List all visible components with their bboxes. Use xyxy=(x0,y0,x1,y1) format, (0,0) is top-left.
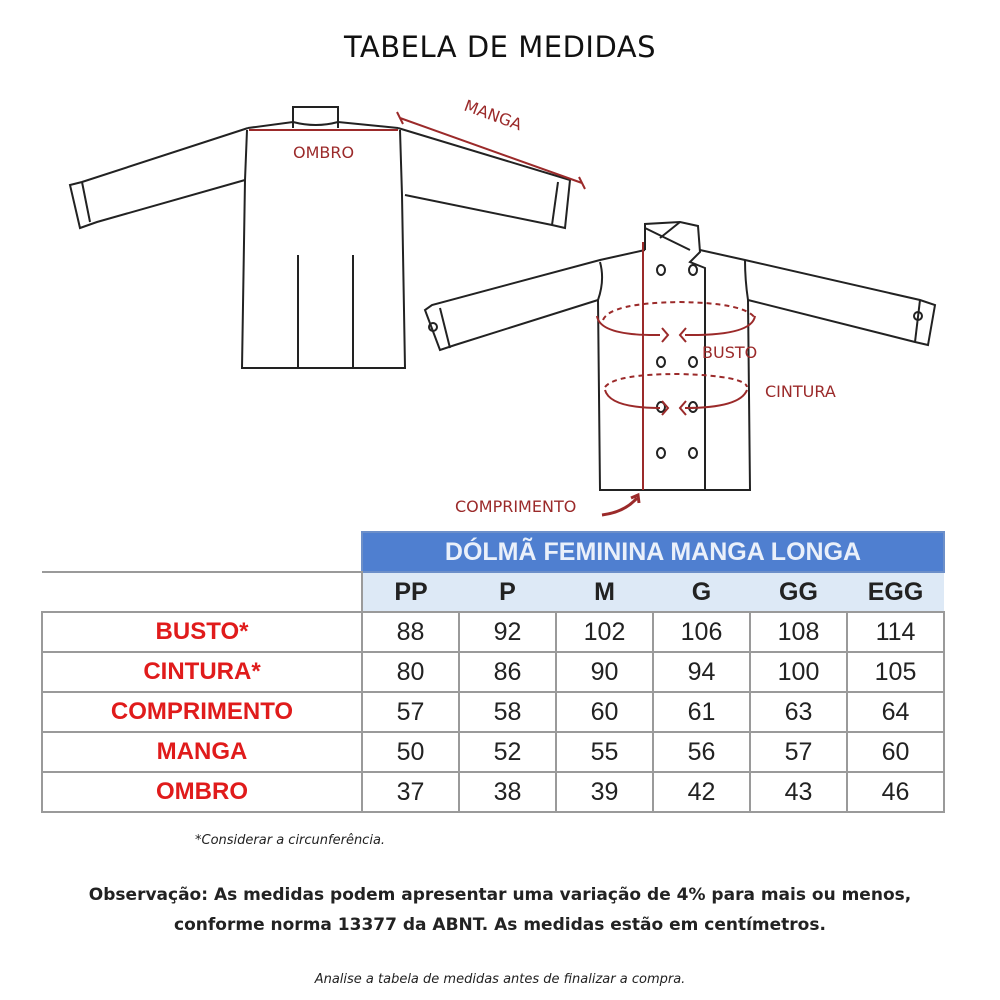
busto-label: BUSTO xyxy=(702,343,757,362)
table-cell: 52 xyxy=(458,731,557,773)
table-cell: 56 xyxy=(652,731,751,773)
final-note: Analise a tabela de medidas antes de fin… xyxy=(314,972,686,987)
front-measure-lines xyxy=(596,242,756,517)
table-row: OMBRO 37 38 39 42 43 46 xyxy=(41,771,945,813)
table-cell: 46 xyxy=(846,771,945,813)
table-cell: 90 xyxy=(555,651,654,693)
table-cell: 39 xyxy=(555,771,654,813)
table-cell: 108 xyxy=(749,611,848,653)
table-cell: 105 xyxy=(846,651,945,693)
row-label: COMPRIMENTO xyxy=(41,691,363,733)
table-cell: 57 xyxy=(749,731,848,773)
table-cell: 55 xyxy=(555,731,654,773)
back-jacket-drawing xyxy=(68,106,572,369)
size-header: EGG xyxy=(847,572,944,613)
jacket-diagram: OMBRO MANGA xyxy=(68,96,937,517)
size-header: G xyxy=(653,572,750,613)
size-header: PP xyxy=(361,572,459,613)
table-title: DÓLMÃ FEMININA MANGA LONGA xyxy=(361,531,945,573)
table-row: CINTURA* 80 86 90 94 100 105 xyxy=(41,651,945,693)
size-header-row: PP P M G GG EGG xyxy=(42,572,944,613)
row-label: BUSTO* xyxy=(41,611,363,653)
table-row: MANGA 50 52 55 56 57 60 xyxy=(41,731,945,773)
table-cell: 43 xyxy=(749,771,848,813)
table-cell: 50 xyxy=(361,731,460,773)
ombro-label: OMBRO xyxy=(293,143,354,162)
table-cell: 88 xyxy=(361,611,460,653)
table-cell: 58 xyxy=(458,691,557,733)
table-cell: 94 xyxy=(652,651,751,693)
table-cell: 57 xyxy=(361,691,460,733)
row-label: OMBRO xyxy=(41,771,363,813)
size-header: P xyxy=(459,572,556,613)
table-cell: 60 xyxy=(846,731,945,773)
page-title: TABELA DE MEDIDAS xyxy=(343,30,657,64)
observation-line-1: Observação: As medidas podem apresentar … xyxy=(88,885,912,905)
table-cell: 102 xyxy=(555,611,654,653)
table-cell: 86 xyxy=(458,651,557,693)
button-icons xyxy=(656,264,698,459)
table-cell: 92 xyxy=(458,611,557,653)
manga-label: MANGA xyxy=(462,96,525,134)
observation: Observação: As medidas podem apresentar … xyxy=(0,880,1000,940)
size-header: GG xyxy=(750,572,847,613)
comprimento-label: COMPRIMENTO xyxy=(455,497,576,516)
observation-line-2: conforme norma 13377 da ABNT. As medidas… xyxy=(174,915,826,935)
size-header: M xyxy=(556,572,653,613)
table-cell: 80 xyxy=(361,651,460,693)
table-cell: 64 xyxy=(846,691,945,733)
table-row: COMPRIMENTO 57 58 60 61 63 64 xyxy=(41,691,945,733)
row-label: CINTURA* xyxy=(41,651,363,693)
table-cell: 42 xyxy=(652,771,751,813)
table-cell: 114 xyxy=(846,611,945,653)
size-table: DÓLMÃ FEMININA MANGA LONGA PP P M G GG E… xyxy=(41,531,945,813)
table-row: BUSTO* 88 92 102 106 108 114 xyxy=(41,611,945,653)
table-cell: 37 xyxy=(361,771,460,813)
table-cell: 38 xyxy=(458,771,557,813)
back-measure-lines xyxy=(249,111,586,190)
table-cell: 61 xyxy=(652,691,751,733)
table-cell: 63 xyxy=(749,691,848,733)
cintura-label: CINTURA xyxy=(765,382,836,401)
footnote: *Considerar a circunferência. xyxy=(195,833,386,848)
table-cell: 106 xyxy=(652,611,751,653)
row-label: MANGA xyxy=(41,731,363,773)
table-cell: 60 xyxy=(555,691,654,733)
table-cell: 100 xyxy=(749,651,848,693)
front-jacket-drawing xyxy=(423,220,937,491)
